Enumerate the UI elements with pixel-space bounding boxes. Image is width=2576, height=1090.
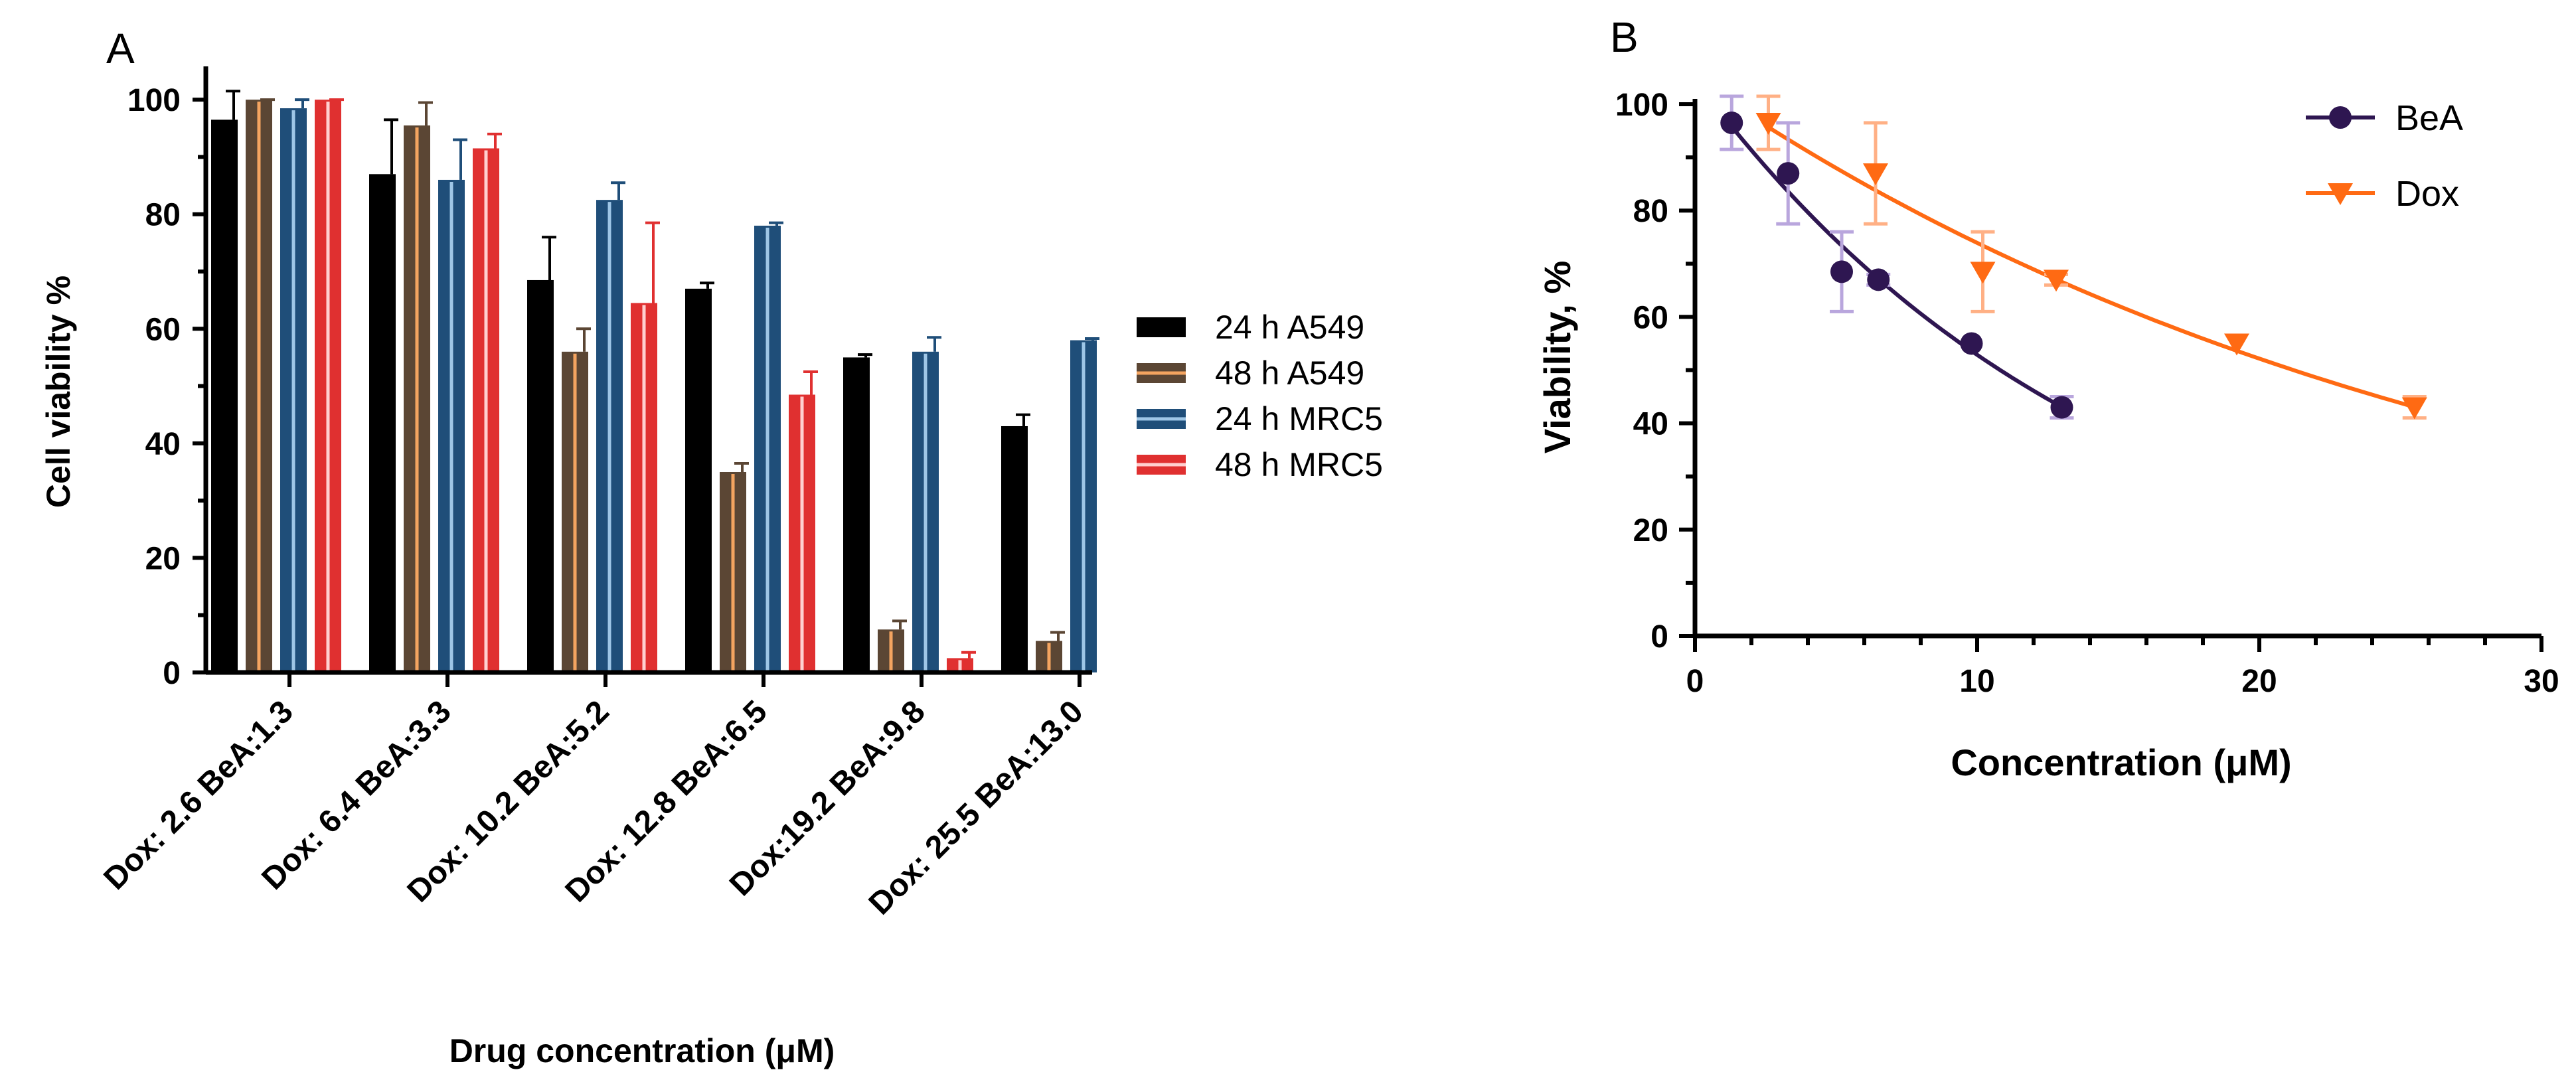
y-tick-label: 100 [1615,88,1668,123]
point-dox [1970,262,1996,284]
bar [527,279,554,672]
legend-swatch [1137,317,1186,337]
bar [211,119,238,673]
point-dox [2224,333,2249,356]
point-bea [1720,112,1743,135]
bar [1001,426,1028,672]
panel-a-legend: 24 h A549 48 h A549 24 h MRC5 48 h MRC5 [1137,309,1383,483]
panel-a-bars [211,90,1099,673]
y-tick-label: 60 [1633,300,1668,335]
y-tick-label: 80 [145,198,181,233]
panel-b-y-axis-title: Viability, % [1536,261,1578,453]
y-tick-label: 60 [145,312,181,347]
panel-b-scatter-chart: B 0 20 40 60 80 100 0 10 20 30 Viability, % Conce… [1536,13,2559,783]
bar [843,357,870,672]
panel-a-letter: A [106,25,135,72]
panel-a-y-axis-title: Cell viability % [40,275,77,508]
legend-label: 48 h A549 [1215,354,1364,392]
panel-b-x-axis-title: Concentration (μM) [1951,741,2291,783]
x-tick-label: 20 [2241,664,2277,699]
y-tick-label: 20 [145,541,181,576]
bar [369,174,396,672]
x-tick-label: 0 [1686,664,1704,699]
panel-b-legend: BeA Dox [2306,98,2463,214]
y-tick-label: 40 [145,427,181,462]
y-tick-label: 0 [163,656,181,691]
point-dox [1863,163,1888,186]
y-tick-label: 100 [127,83,181,118]
point-bea [1867,268,1890,291]
legend-label: 24 h A549 [1215,309,1364,346]
panel-a-x-axis-title: Drug concentration (μM) [449,1032,835,1069]
panel-b-letter: B [1610,13,1639,61]
legend-label: BeA [2395,98,2463,138]
point-bea [1830,260,1853,283]
legend-marker [2328,183,2353,205]
y-tick-label: 0 [1650,619,1668,655]
bar [685,288,712,672]
panel-b-axes: 0 20 40 60 80 100 0 10 20 30 [1615,88,2559,699]
y-tick-label: 40 [1633,407,1668,442]
x-tick-label: 30 [2524,664,2559,699]
legend-marker [2329,106,2352,129]
point-dox [2044,270,2069,292]
panel-b-points [1720,94,2427,420]
legend-label: 48 h MRC5 [1215,446,1383,483]
x-tick-label: 10 [1959,664,1994,699]
point-dox [2401,397,2427,420]
point-bea [1960,332,1983,355]
point-bea [1777,162,1800,185]
legend-label: Dox [2395,174,2459,214]
legend-label: 24 h MRC5 [1215,400,1383,437]
point-bea [2050,396,2073,419]
y-tick-label: 80 [1633,194,1668,229]
point-dox [1755,113,1781,135]
y-tick-label: 20 [1633,513,1668,548]
